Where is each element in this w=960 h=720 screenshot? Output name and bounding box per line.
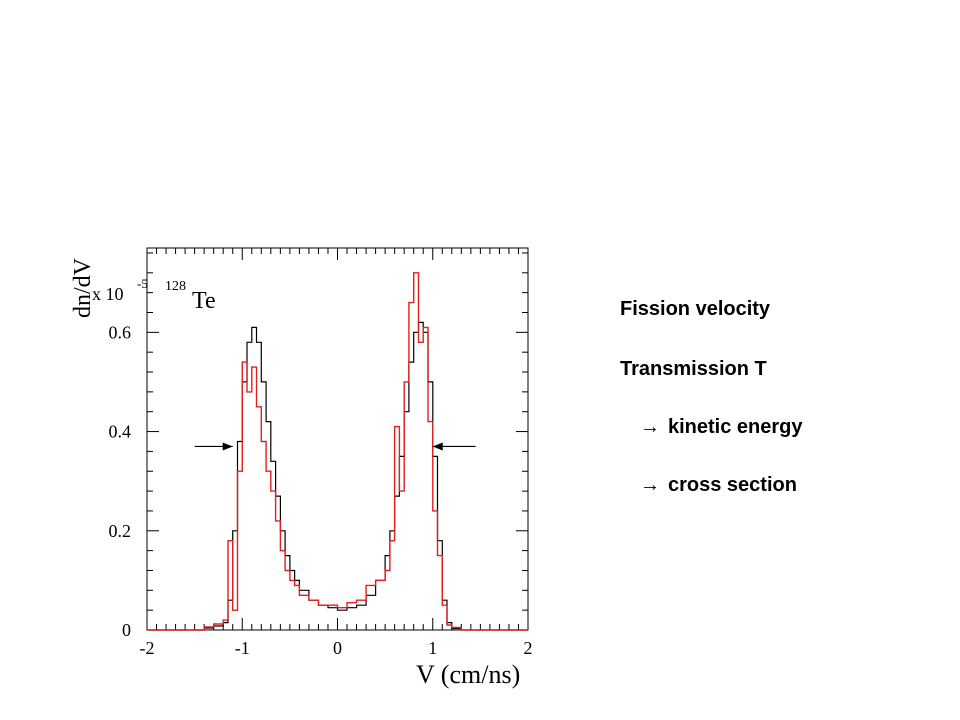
scale-exponent: -5	[137, 276, 148, 291]
x-tick-labels: -2 -1 0 1 2	[140, 638, 533, 658]
right-arrow-icon: →	[640, 416, 660, 438]
y-tick-label: 0.6	[109, 322, 132, 342]
series-red-histogram	[147, 272, 528, 631]
y-tick-labels: 0 0.2 0.4 0.6	[109, 322, 132, 640]
x-tick-label: 1	[428, 638, 437, 658]
note-transmission: Transmission T	[620, 358, 767, 380]
x-tick-label: -1	[235, 638, 250, 658]
note-cross-section: → cross section	[640, 474, 797, 497]
x-tick-label: 2	[524, 638, 533, 658]
x-axis-label: V (cm/ns)	[416, 660, 520, 689]
nucleus-symbol: Te	[192, 288, 216, 314]
y-tick-label: 0	[122, 620, 131, 640]
x-tick-label: -2	[140, 638, 155, 658]
y-tick-label: 0.2	[109, 521, 132, 541]
note-kinetic-energy-text: kinetic energy	[668, 416, 803, 438]
series-black-histogram	[147, 321, 528, 631]
left-arrow	[194, 442, 233, 451]
nucleus-mass: 128	[165, 279, 186, 294]
y-tick-label: 0.4	[109, 422, 132, 442]
scale-label: x 10	[92, 284, 124, 304]
note-kinetic-energy: → kinetic energy	[640, 416, 803, 439]
series-layer	[147, 272, 528, 631]
right-arrow-icon: →	[640, 474, 660, 496]
x-tick-label: 0	[333, 638, 342, 658]
y-axis-label: dn/dV	[70, 257, 96, 318]
arrow-layer	[194, 442, 476, 451]
note-cross-section-text: cross section	[668, 474, 797, 496]
note-fission-velocity: Fission velocity	[620, 298, 771, 320]
right-arrow	[432, 442, 476, 451]
